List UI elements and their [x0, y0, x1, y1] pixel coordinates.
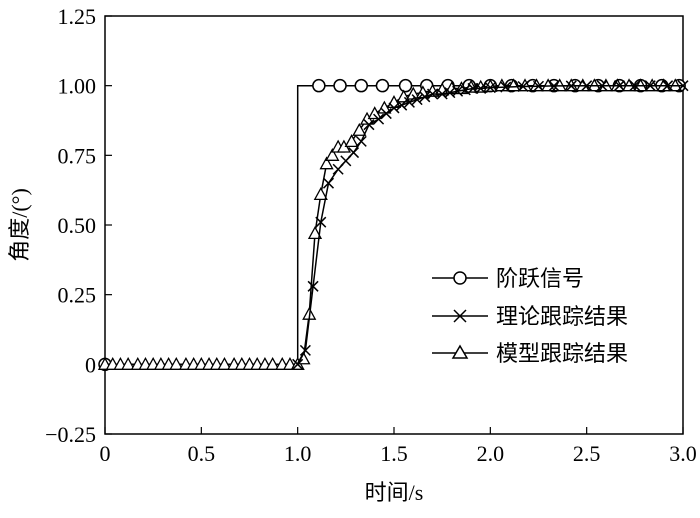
marker-step — [375, 78, 390, 93]
marker-model — [325, 147, 340, 161]
legend-label-step: 阶跃信号 — [496, 266, 584, 291]
marker-model — [217, 356, 232, 370]
marker-theory — [613, 80, 625, 92]
legend-label-theory: 理论跟踪结果 — [496, 304, 628, 329]
x-tick-label: 2.5 — [573, 441, 601, 466]
legend-marker-theory — [453, 309, 467, 323]
marker-theory — [411, 94, 423, 106]
marker-step — [354, 78, 368, 93]
marker-theory — [565, 80, 577, 92]
marker-step — [333, 78, 347, 93]
marker-theory — [475, 82, 487, 94]
marker-theory — [315, 216, 327, 228]
marker-theory — [548, 80, 560, 92]
marker-theory — [307, 280, 319, 292]
marker-model — [473, 79, 488, 93]
y-tick-label: −0.25 — [45, 422, 96, 447]
legend-marker-model — [451, 344, 469, 359]
marker-theory — [427, 88, 439, 100]
marker-theory — [484, 82, 496, 94]
x-tick-label: 2.0 — [477, 441, 505, 466]
marker-theory — [363, 119, 375, 131]
y-axis-title: 角度/(°) — [7, 188, 32, 262]
y-tick-label: 0.75 — [58, 143, 97, 168]
marker-theory — [292, 358, 304, 370]
marker-model — [313, 186, 328, 200]
marker-model — [169, 356, 184, 370]
marker-theory — [403, 96, 415, 108]
marker-theory — [373, 113, 385, 125]
x-tick-label: 1.5 — [380, 441, 408, 466]
x-tick-label: 0 — [100, 441, 111, 466]
marker-theory — [500, 81, 512, 93]
x-tick-label: 3.0 — [669, 441, 697, 466]
marker-theory — [532, 80, 545, 92]
marker-theory — [348, 147, 360, 159]
marker-theory — [355, 135, 367, 147]
marker-theory — [419, 91, 431, 103]
legend-box — [425, 265, 680, 375]
marker-theory — [388, 102, 400, 114]
marker-theory — [396, 99, 408, 111]
legend-marker-step — [453, 271, 467, 285]
y-tick-label: 0.50 — [58, 213, 97, 238]
x-tick-label: 0.5 — [188, 441, 216, 466]
marker-theory — [629, 80, 641, 92]
y-tick-label: 1.25 — [58, 4, 97, 29]
marker-step — [398, 78, 413, 93]
x-axis-title: 时间/s — [365, 480, 424, 505]
marker-model — [352, 122, 367, 136]
marker-theory — [380, 108, 392, 120]
y-tick-label: 0.25 — [58, 283, 97, 308]
marker-step — [312, 78, 326, 93]
marker-theory — [299, 344, 311, 356]
marker-model — [319, 156, 334, 170]
legend: 阶跃信号 理论跟踪结果 模型跟踪结果 — [425, 265, 680, 375]
legend-label-model: 模型跟踪结果 — [496, 341, 628, 366]
x-tick-label: 1.0 — [284, 441, 312, 466]
marker-model — [344, 134, 359, 148]
marker-model — [265, 356, 280, 370]
marker-theory — [677, 80, 689, 92]
marker-theory — [596, 80, 608, 92]
marker-theory — [517, 80, 529, 93]
marker-theory — [322, 177, 335, 189]
y-tick-label: 0 — [85, 352, 96, 377]
marker-model — [121, 356, 136, 370]
marker-model — [506, 78, 521, 92]
y-tick-label: 1.00 — [58, 74, 97, 99]
marker-model — [307, 226, 323, 240]
marker-theory — [662, 80, 674, 92]
marker-theory — [644, 80, 656, 92]
marker-theory — [581, 80, 593, 92]
